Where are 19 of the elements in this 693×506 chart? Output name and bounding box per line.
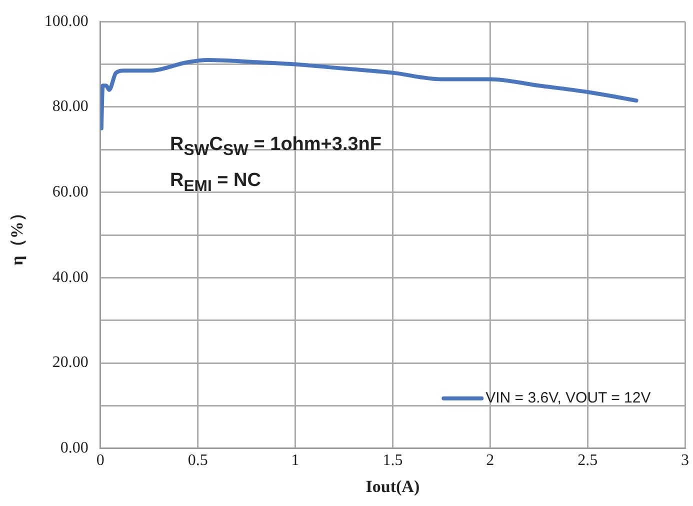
y-tick-label: 80.00	[52, 98, 88, 116]
x-tick-label: 0.5	[188, 452, 208, 470]
annotation: R$_{EMI}$ = NC	[170, 168, 262, 197]
y-tick-label: 100.00	[44, 12, 88, 30]
x-tick-label: 1.5	[382, 452, 403, 470]
legend-label: VIN = 3.6V, VOUT = 12V	[486, 390, 651, 407]
y-tick-label: 60.00	[52, 184, 88, 201]
y-axis-title: η（%）	[8, 204, 27, 266]
x-tick-label: 3	[681, 452, 689, 470]
x-axis-title: Iout(A)	[366, 477, 420, 496]
x-tick-label: 2.5	[578, 452, 598, 470]
y-tick-label: 0.00	[60, 440, 88, 457]
y-tick-label: 40.00	[52, 268, 88, 286]
x-tick-label: 1	[291, 452, 300, 470]
x-tick-label: 2	[486, 452, 494, 470]
annotation: R$_{SW}$C$_{SW}$ = 1ohm+3.3nF	[170, 133, 382, 161]
y-tick-label: 20.00	[52, 354, 88, 372]
x-tick-label: 0	[96, 452, 104, 470]
line-series	[100, 58, 638, 130]
